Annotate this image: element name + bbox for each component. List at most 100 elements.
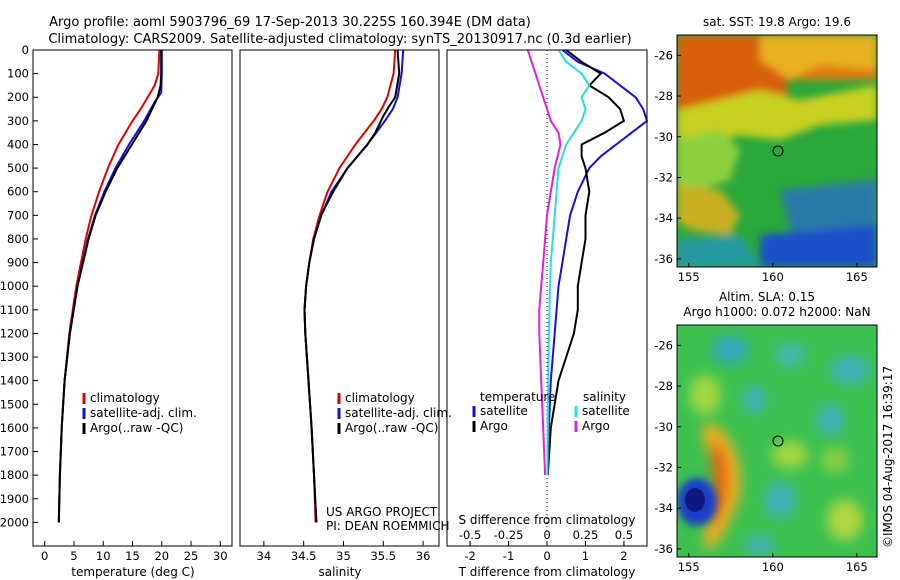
legend-entry: Argo xyxy=(480,419,508,433)
y-tick-label: 1900 xyxy=(0,492,29,506)
legend-entry: climatology xyxy=(90,391,160,405)
imos-stamp: ©IMOS 04-Aug-2017 16:39:17 xyxy=(881,366,895,548)
temperature-xlabel: temperature (deg C) xyxy=(71,565,194,579)
map-x-tick-label: 160 xyxy=(762,270,784,284)
map-x-tick-label: 160 xyxy=(762,560,784,574)
y-tick-label: 500 xyxy=(7,161,29,175)
legend-entry: climatology xyxy=(345,391,415,405)
sst-map-label: sat. SST: 19.8 Argo: 19.6 xyxy=(703,15,851,29)
map-x-tick-label: 165 xyxy=(846,270,868,284)
y-tick-label: 200 xyxy=(7,90,29,104)
figure-title-line1: Argo profile: aoml 5903796_69 17-Sep-201… xyxy=(49,15,531,30)
legend-entry: satellite xyxy=(480,404,528,418)
legend-temperature-heading: temperature xyxy=(480,390,555,404)
y-tick-label: 700 xyxy=(7,208,29,222)
figure-title-line2: Climatology: CARS2009. Satellite-adjuste… xyxy=(48,32,631,47)
legend-entry: satellite-adj. clim. xyxy=(345,406,452,420)
y-tick-label: 1000 xyxy=(0,279,29,293)
temperature-panel-frame xyxy=(32,49,233,547)
map-y-tick-label: -32 xyxy=(654,170,673,184)
difference-panel: -2 -1 0 1 2 -0.5 -0.25 0 0.25 0.5 S difference f… xyxy=(446,49,649,579)
sla-map-label-line1: Altim. SLA: 0.15 xyxy=(719,290,815,304)
y-tick-label: 1800 xyxy=(0,468,29,482)
top-tick-label: 0 xyxy=(543,528,550,542)
x-tick-label: 36 xyxy=(416,549,431,563)
y-tick-label: 400 xyxy=(7,137,29,151)
map-y-tick-label: -32 xyxy=(654,460,673,474)
map-x-tick-label: 165 xyxy=(846,560,868,574)
x-tick-label: 10 xyxy=(96,549,111,563)
y-tick-label: 300 xyxy=(7,114,29,128)
series-line-3 xyxy=(57,50,163,523)
map-y-tick-label: -26 xyxy=(654,48,673,62)
top-tick-label: 0.25 xyxy=(573,528,599,542)
x-tick-label: 30 xyxy=(213,549,228,563)
map-y-tick-label: -30 xyxy=(654,420,673,434)
t-difference-xlabel: T difference from climatology xyxy=(458,565,636,579)
y-tick-label: 1500 xyxy=(0,397,29,411)
sst-map-image xyxy=(677,35,877,267)
sla-map-label-line2: Argo h1000: 0.072 h2000: NaN xyxy=(683,305,870,319)
map-y-tick-label: -28 xyxy=(654,379,673,393)
map-y-tick-label: -30 xyxy=(654,130,673,144)
legend-salinity-heading: salinity xyxy=(583,390,626,404)
x-tick-label: 25 xyxy=(184,549,199,563)
top-tick-label: -0.25 xyxy=(494,528,524,542)
map-y-tick-label: -28 xyxy=(654,89,673,103)
salinity-panel-frame xyxy=(239,49,440,547)
y-tick-label: 1700 xyxy=(0,445,29,459)
sst-map-frame xyxy=(676,34,878,268)
map-y-tick-label: -34 xyxy=(654,211,673,225)
x-tick-label: 0 xyxy=(41,549,48,563)
footer-credit: US ARGO PROJECT xyxy=(326,505,438,519)
series-line-3 xyxy=(546,49,591,476)
y-tick-label: 1600 xyxy=(0,421,29,435)
series-line-1 xyxy=(546,49,649,476)
y-tick-label: 2000 xyxy=(0,515,29,529)
legend-entry: Argo(..raw -QC) xyxy=(345,421,438,435)
map-y-tick-label: -34 xyxy=(654,501,673,515)
x-tick-label: 15 xyxy=(125,549,140,563)
y-tick-label: 800 xyxy=(7,232,29,246)
y-tick-label: 100 xyxy=(7,67,29,81)
x-tick-label: 34.5 xyxy=(291,549,317,563)
sla-map-frame xyxy=(676,324,878,558)
y-tick-label: 1200 xyxy=(0,326,29,340)
x-tick-label: -2 xyxy=(464,549,475,563)
legend-entry: Argo xyxy=(582,419,610,433)
sla-map-image xyxy=(677,325,877,557)
x-tick-label: 20 xyxy=(154,549,169,563)
sla-map-panel: Altim. SLA: 0.15 Argo h1000: 0.072 h2000… xyxy=(654,290,878,574)
temperature-panel: 0100200300400500600700800900100011001200… xyxy=(0,43,233,579)
x-tick-label: 5 xyxy=(70,549,77,563)
x-tick-label: 35 xyxy=(336,549,351,563)
x-tick-label: 34 xyxy=(257,549,272,563)
x-tick-label: -1 xyxy=(503,549,514,563)
sla-argo-position-marker xyxy=(772,435,784,447)
y-tick-label: 900 xyxy=(7,256,29,270)
legend-entry: Argo(..raw -QC) xyxy=(90,421,183,435)
y-tick-label: 1100 xyxy=(0,303,29,317)
legend-entry: satellite xyxy=(582,404,630,418)
series-line-2 xyxy=(303,49,405,523)
sst-map-panel: sat. SST: 19.8 Argo: 19.6 155 160 165 -26 -… xyxy=(654,15,878,284)
map-x-tick-label: 155 xyxy=(678,270,700,284)
series-line-3 xyxy=(303,49,401,523)
x-tick-label: 35.5 xyxy=(370,549,396,563)
x-tick-label: 2 xyxy=(620,549,627,563)
top-tick-label: 0.5 xyxy=(615,528,633,542)
salinity-xlabel: salinity xyxy=(318,565,361,579)
y-tick-label: 0 xyxy=(22,43,29,57)
salinity-panel: 34 34.5 35 35.5 36 salinity climatologysatel… xyxy=(239,49,452,579)
footer-pi: PI: DEAN ROEMMICH xyxy=(326,519,449,533)
series-line-2 xyxy=(546,49,626,476)
x-tick-label: 0 xyxy=(543,549,550,563)
s-difference-xlabel: S difference from climatology xyxy=(459,513,636,527)
map-y-tick-label: -36 xyxy=(654,542,673,556)
series-line-4 xyxy=(526,49,562,476)
y-tick-label: 1400 xyxy=(0,374,29,388)
sst-argo-position-marker xyxy=(772,145,784,157)
map-x-tick-label: 155 xyxy=(678,560,700,574)
legend-entry: satellite-adj. clim. xyxy=(90,406,197,420)
